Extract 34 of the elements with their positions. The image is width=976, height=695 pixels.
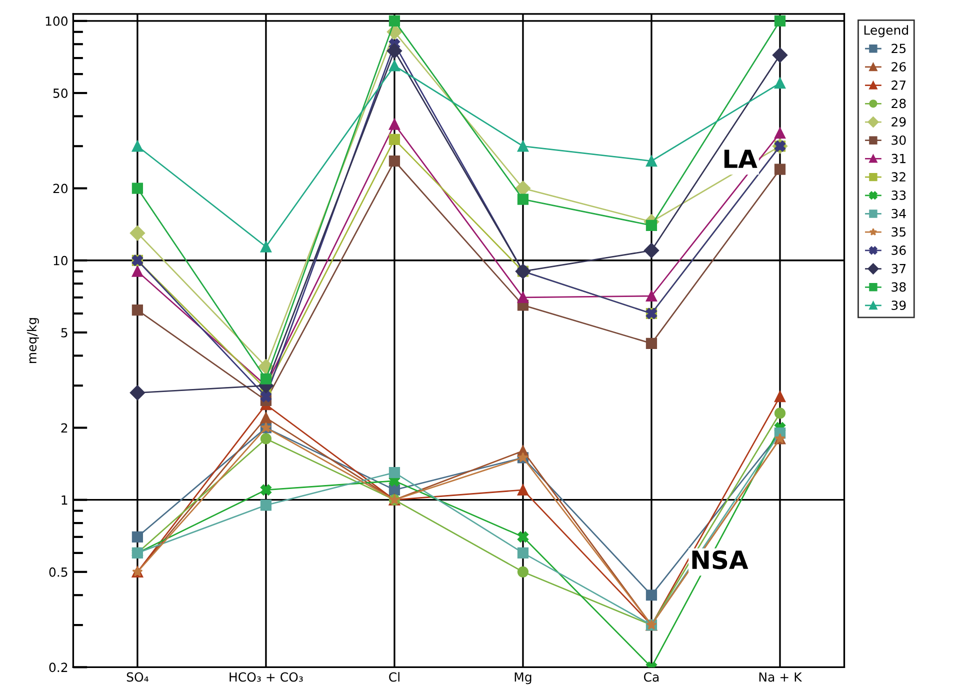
y-tick-label: 0.2 xyxy=(49,662,68,672)
legend-label: 39 xyxy=(892,300,906,310)
y-tick-label: 50 xyxy=(53,88,68,98)
x-tick-label: Na + K xyxy=(759,672,802,682)
x-tick-label: Ca xyxy=(644,672,659,682)
y-tick-label: 2 xyxy=(61,423,68,432)
y-axis-title: meq/kg xyxy=(26,318,39,364)
x-tick-label: HCO₃ + CO₃ xyxy=(230,672,303,682)
x-tick-label: Mg xyxy=(514,672,532,684)
annotation: LA xyxy=(724,150,758,168)
legend-label: 37 xyxy=(892,264,906,274)
annotation: NSA xyxy=(692,550,748,570)
legend-label: 31 xyxy=(892,154,906,164)
y-tick-label: 0.5 xyxy=(49,567,68,577)
legend-label: 36 xyxy=(892,246,906,255)
y-tick-label: 20 xyxy=(53,184,68,194)
legend-label: 26 xyxy=(892,62,906,72)
y-tick-label: 1 xyxy=(62,495,68,505)
y-tick-label: 10 xyxy=(54,256,68,266)
legend-label: 34 xyxy=(892,208,906,218)
legend-label: 25 xyxy=(892,44,906,54)
legend-label: 35 xyxy=(892,227,906,237)
x-tick-label: Cl xyxy=(389,672,400,682)
legend-label: 27 xyxy=(892,80,906,90)
y-tick-label: 5 xyxy=(61,328,68,338)
legend-label: 33 xyxy=(892,190,906,200)
legend-label: 32 xyxy=(892,172,906,182)
legend-label: 30 xyxy=(892,135,906,145)
x-tick-label: SO₄ xyxy=(126,672,148,682)
y-tick-label: 100 xyxy=(46,16,68,26)
legend-label: 28 xyxy=(892,98,906,108)
legend-title: Legend xyxy=(864,25,908,38)
legend-label: 38 xyxy=(892,282,906,292)
legend-label: 29 xyxy=(892,117,906,127)
